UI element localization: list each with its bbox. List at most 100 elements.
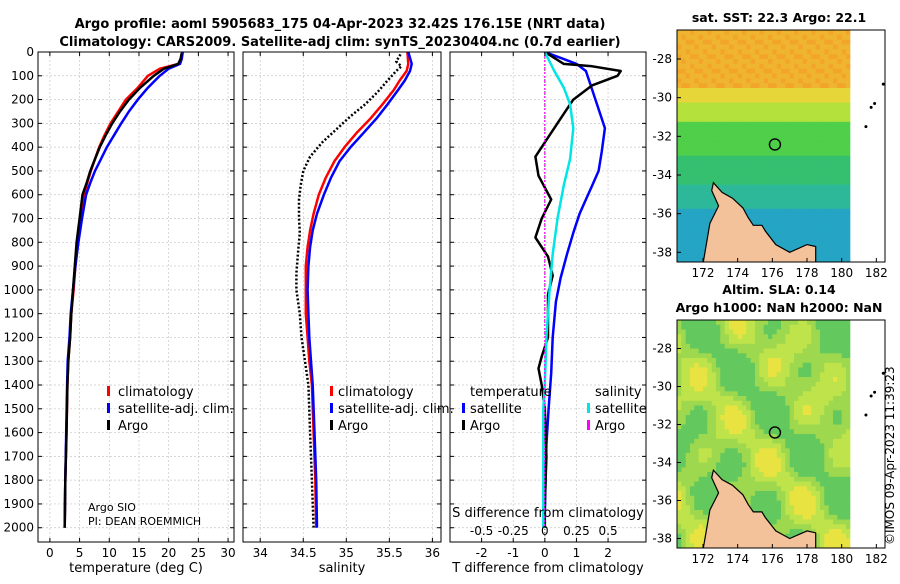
map-cell [815, 386, 821, 392]
map-cell [828, 160, 834, 166]
map-cell [698, 218, 704, 224]
map-cell [703, 199, 708, 205]
map-cell [685, 228, 691, 234]
map-cell [820, 165, 825, 171]
map-cell [768, 514, 773, 521]
map-cell [811, 92, 817, 99]
map-cell [781, 519, 786, 525]
map-cell [802, 329, 808, 335]
sla-map: 172 174 176 178 180 182-28-30-32-34-36-38 [652, 319, 888, 566]
map-cell [755, 358, 760, 364]
map-cell [824, 54, 830, 60]
map-cell [768, 68, 773, 75]
map-cell [781, 136, 786, 142]
map-cell [694, 150, 700, 157]
map-cell [698, 320, 704, 326]
map-cell [763, 175, 769, 181]
map-cell [833, 391, 838, 397]
map-cell [711, 160, 717, 166]
map-cell [707, 208, 713, 215]
map-cell [846, 500, 851, 506]
map-cell [746, 88, 752, 94]
map-cell [837, 150, 843, 157]
map-cell [707, 160, 713, 166]
map-cell [768, 495, 773, 502]
map-cell [828, 97, 834, 104]
map-cell [815, 377, 821, 383]
map-cell [820, 429, 825, 435]
map-cell [794, 429, 799, 435]
x-tick-label: 36 [425, 546, 440, 560]
map-cell [698, 457, 704, 464]
map-cell [802, 44, 808, 50]
y-tick-label: -34 [652, 168, 672, 182]
map-cell [737, 146, 743, 152]
map-cell [698, 381, 704, 388]
map-cell [798, 334, 804, 340]
map-cell [742, 131, 747, 137]
map-cell [833, 519, 838, 525]
map-cell [694, 184, 700, 191]
x-tick-label: 35 [339, 546, 354, 560]
x-tick-label: 30 [220, 546, 235, 560]
map-cell [681, 533, 687, 540]
map-cell [807, 218, 812, 224]
map-cell [781, 218, 786, 224]
map-cell [724, 343, 730, 350]
map-cell [755, 491, 760, 497]
map-cell [815, 34, 821, 41]
map-cell [820, 228, 825, 234]
map-cell [685, 146, 691, 152]
map-cell [798, 184, 804, 191]
map-cell [703, 34, 708, 41]
map-cell [737, 457, 743, 464]
map-cell [720, 83, 726, 89]
map-cell [837, 170, 843, 176]
map-cell [694, 194, 700, 200]
map-cell [789, 247, 795, 253]
map-cell [785, 362, 791, 369]
map-cell [802, 457, 808, 464]
map-cell [768, 415, 773, 421]
map-cell [698, 92, 704, 99]
map-cell [746, 362, 752, 369]
map-cell [724, 78, 730, 84]
map-cell [742, 491, 747, 497]
map-cell [677, 381, 682, 388]
map-cell [694, 88, 700, 94]
map-cell [833, 495, 838, 502]
map-cell [703, 107, 708, 113]
map-cell [794, 83, 799, 89]
map-cell [772, 481, 778, 487]
map-cell [703, 228, 708, 234]
map-cell [833, 362, 838, 369]
map-cell [828, 415, 834, 421]
map-cell [837, 78, 843, 84]
map-cell [681, 362, 687, 369]
map-cell [846, 204, 851, 210]
map-cell [703, 184, 708, 191]
map-cell [794, 63, 799, 70]
map-cell [802, 131, 808, 137]
map-cell [716, 448, 721, 454]
map-cell [807, 500, 812, 506]
map-cell [807, 372, 812, 378]
map-cell [798, 339, 804, 345]
map-cell [846, 405, 851, 411]
map-cell [694, 59, 700, 65]
map-cell [802, 213, 808, 220]
map-cell [785, 92, 791, 99]
map-cell [759, 136, 765, 142]
map-cell [837, 543, 843, 548]
map-cell [698, 146, 704, 152]
map-cell [685, 410, 691, 416]
map-cell [746, 146, 752, 152]
map-cell [785, 424, 791, 430]
map-cell [681, 424, 687, 430]
map-cell [837, 538, 843, 544]
map-cell [781, 49, 786, 55]
land-north-island [702, 468, 817, 548]
map-cell [763, 339, 769, 345]
map-cell [824, 405, 830, 411]
map-cell [733, 386, 739, 392]
